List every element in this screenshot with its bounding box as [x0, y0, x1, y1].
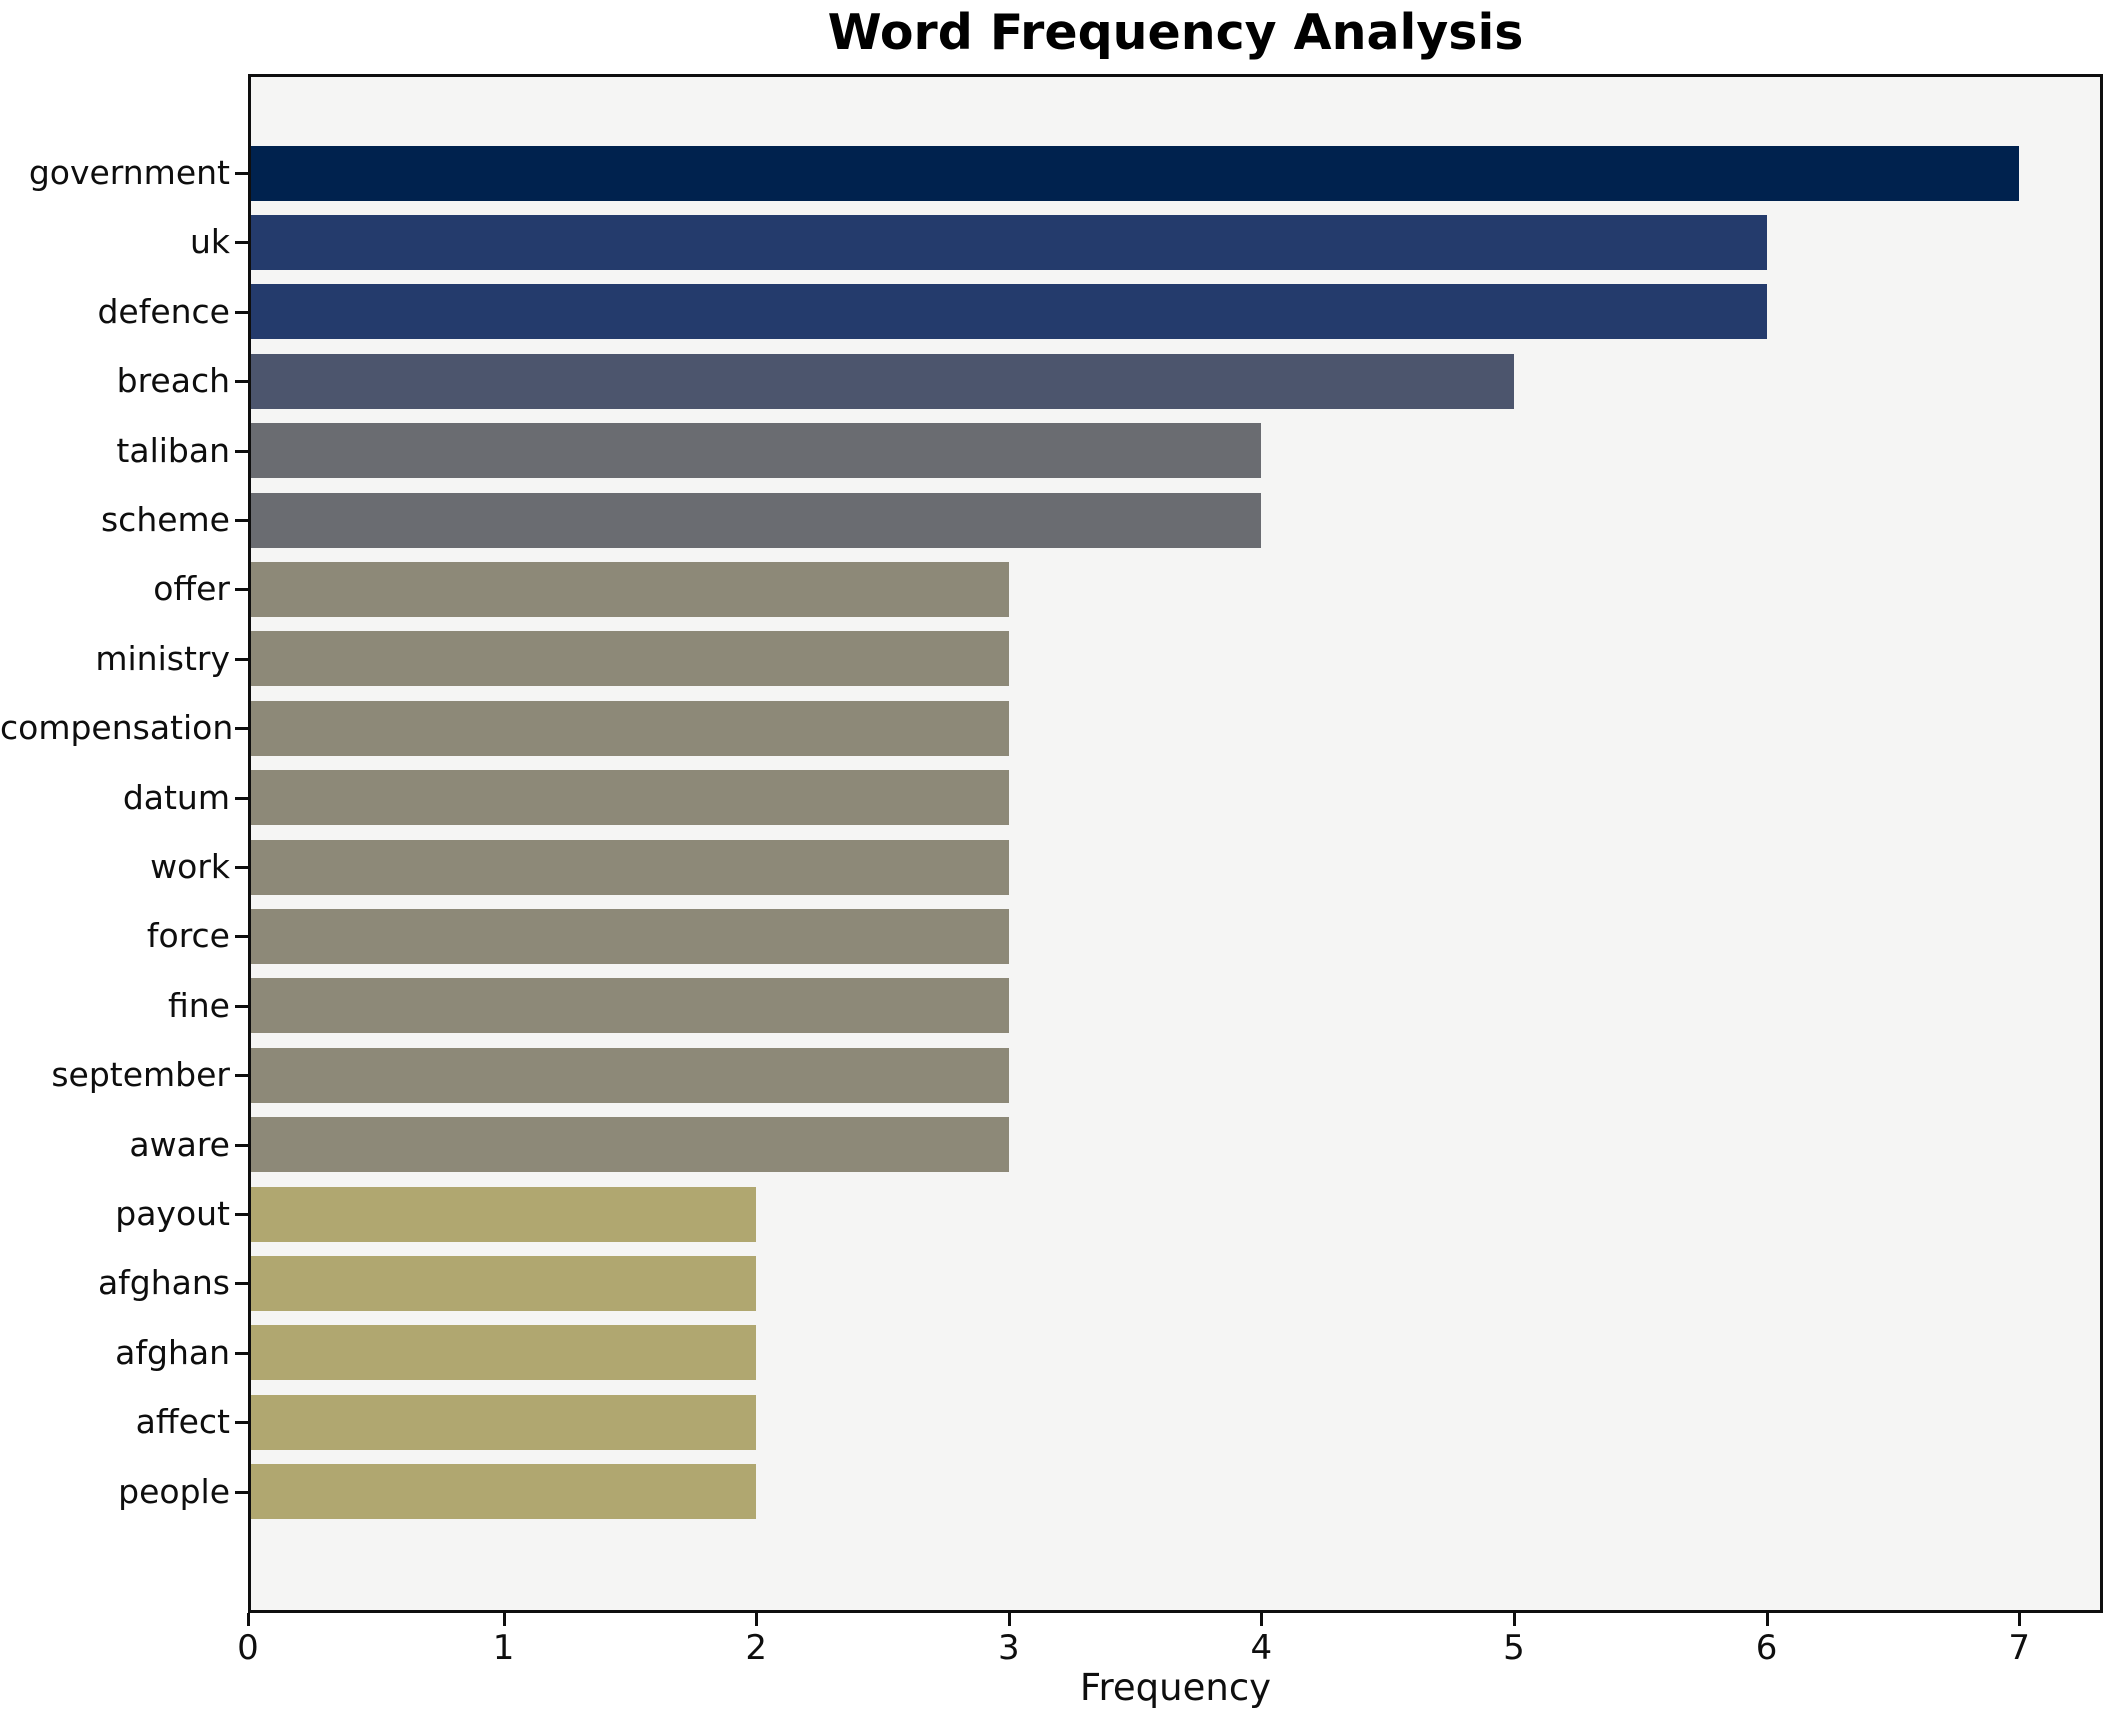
y-tick-label-afghan: afghan [115, 1332, 230, 1372]
x-tick-mark [1765, 1613, 1769, 1626]
plot-area [248, 74, 2103, 1613]
y-tick-label-people: people [118, 1471, 230, 1511]
y-tick-mark [235, 380, 248, 384]
x-tick-label-2: 2 [745, 1628, 767, 1668]
x-tick-label-4: 4 [1250, 1628, 1273, 1668]
bar-government [251, 145, 2019, 201]
x-tick-label-5: 5 [1503, 1628, 1525, 1668]
y-tick-mark [235, 657, 248, 661]
y-tick-mark [235, 796, 248, 800]
x-tick-mark [247, 1613, 250, 1626]
bar-compensation [251, 700, 1009, 756]
y-tick-mark [235, 588, 248, 592]
y-tick-label-force: force [146, 916, 230, 956]
y-tick-label-ministry: ministry [95, 638, 230, 678]
y-tick-mark [235, 866, 248, 869]
y-tick-label-september: september [51, 1055, 230, 1095]
y-tick-mark [235, 1004, 248, 1008]
y-tick-label-affect: affect [135, 1402, 230, 1442]
bar-taliban [251, 423, 1261, 479]
y-tick-label-afghans: afghans [97, 1263, 230, 1303]
x-tick-mark [2018, 1613, 2022, 1626]
y-tick-label-datum: datum [122, 777, 230, 817]
y-tick-label-taliban: taliban [116, 430, 230, 470]
bar-offer [251, 561, 1009, 617]
bar-uk [251, 214, 1767, 270]
y-tick-mark [235, 310, 248, 314]
y-tick-mark [235, 1074, 248, 1078]
bar-ministry [251, 631, 1009, 687]
bar-datum [251, 770, 1009, 826]
y-tick-label-uk: uk [189, 222, 230, 262]
y-tick-mark [235, 1490, 248, 1494]
y-tick-mark [235, 727, 248, 731]
bar-afghan [251, 1325, 756, 1381]
y-tick-mark [235, 172, 248, 175]
x-tick-mark [1007, 1613, 1011, 1626]
y-tick-label-aware: aware [129, 1124, 230, 1164]
y-tick-label-compensation: compensation [0, 708, 234, 748]
y-tick-label-scheme: scheme [100, 500, 230, 539]
x-tick-label-1: 1 [492, 1628, 515, 1668]
bar-defence [251, 284, 1767, 340]
y-tick-mark [235, 935, 248, 939]
y-tick-mark [235, 1213, 248, 1216]
y-tick-label-offer: offer [153, 569, 230, 609]
y-tick-label-breach: breach [116, 361, 230, 401]
x-tick-mark [755, 1613, 759, 1626]
y-tick-mark [235, 449, 248, 453]
x-tick-mark [1260, 1613, 1264, 1626]
y-tick-mark [235, 1282, 248, 1286]
bar-force [251, 908, 1009, 964]
y-tick-label-payout: payout [115, 1194, 230, 1233]
x-tick-label-6: 6 [1755, 1628, 1778, 1668]
bar-people [251, 1464, 756, 1520]
bar-affect [251, 1394, 756, 1450]
bar-breach [251, 353, 1514, 409]
bar-aware [251, 1117, 1009, 1173]
x-tick-label-3: 3 [997, 1628, 1020, 1668]
y-tick-label-government: government [28, 153, 230, 192]
y-tick-label-work: work [150, 847, 230, 886]
y-tick-mark [235, 1351, 248, 1355]
x-tick-label-7: 7 [2008, 1628, 2030, 1668]
y-tick-mark [235, 1421, 248, 1425]
bar-afghans [251, 1255, 756, 1311]
y-tick-label-defence: defence [97, 291, 230, 331]
x-axis-title: Frequency [1079, 1666, 1272, 1709]
chart-title: Word Frequency Analysis [827, 4, 1524, 61]
x-tick-mark [1512, 1613, 1516, 1626]
bar-scheme [251, 492, 1261, 548]
bar-september [251, 1047, 1009, 1103]
y-tick-mark [235, 1143, 248, 1147]
x-tick-mark [502, 1613, 506, 1626]
bar-fine [251, 978, 1009, 1034]
y-tick-mark [235, 519, 248, 522]
y-tick-label-fine: fine [167, 985, 230, 1025]
y-tick-mark [235, 241, 248, 245]
bar-payout [251, 1186, 756, 1242]
x-tick-label-0: 0 [237, 1628, 259, 1668]
bar-work [251, 839, 1009, 895]
